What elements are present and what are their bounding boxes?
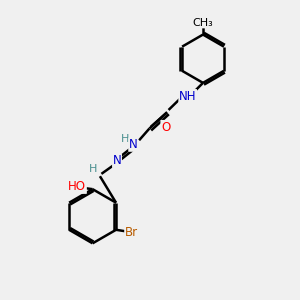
Text: N: N <box>112 154 122 167</box>
Text: Br: Br <box>125 226 138 239</box>
Text: NH: NH <box>179 90 196 103</box>
Text: O: O <box>161 121 170 134</box>
Text: H: H <box>89 164 98 174</box>
Text: HO: HO <box>68 180 86 193</box>
Text: H: H <box>121 134 129 144</box>
Text: N: N <box>129 138 138 151</box>
Text: CH₃: CH₃ <box>193 18 213 28</box>
